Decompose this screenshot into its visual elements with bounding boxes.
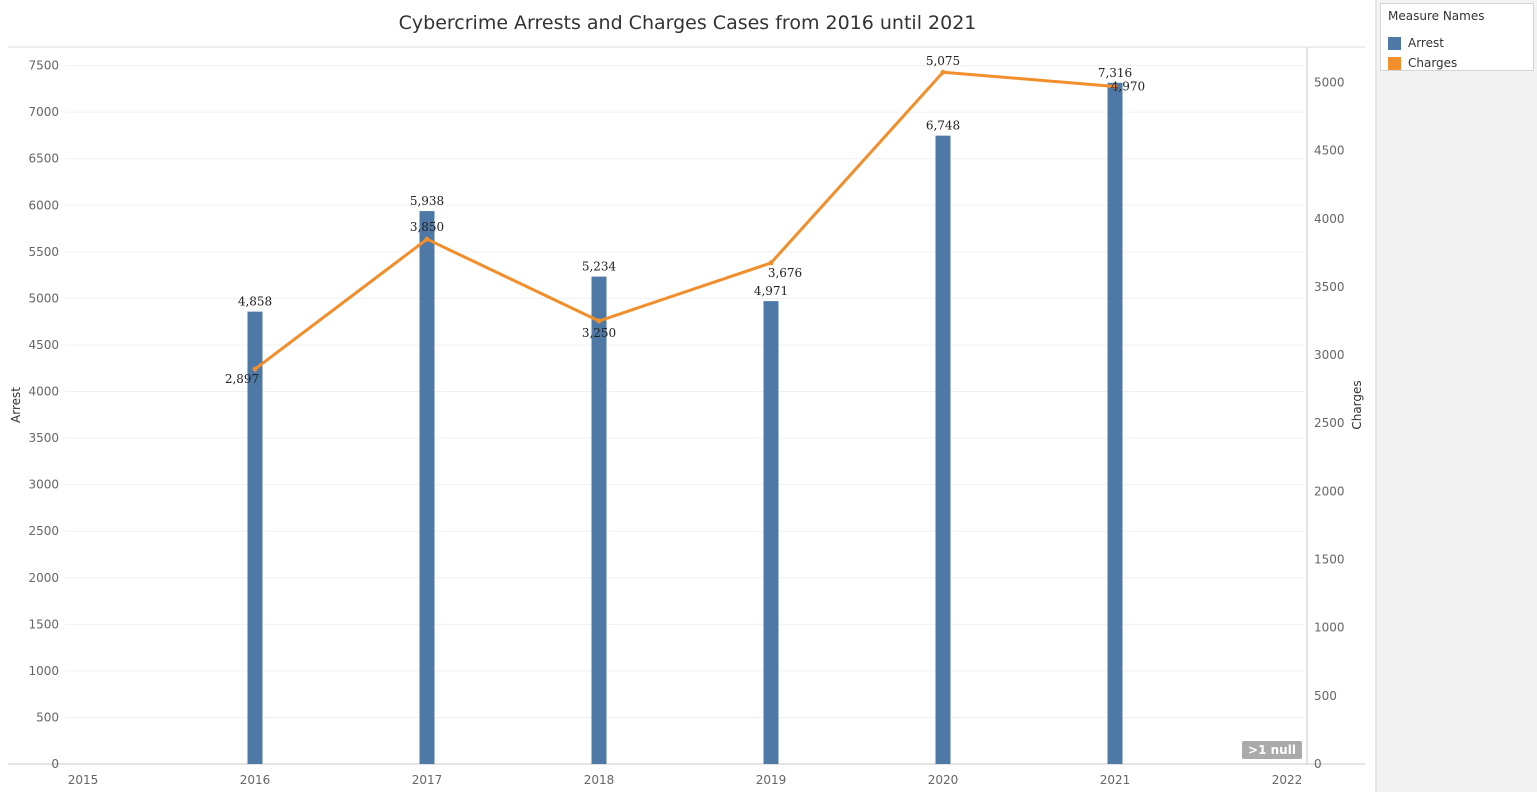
bar-arrest xyxy=(1107,82,1123,764)
data-label-charges: 3,850 xyxy=(410,220,444,234)
y-right-tick-label: 2500 xyxy=(1314,416,1345,430)
point-charges xyxy=(424,236,430,242)
data-label-charges: 4,970 xyxy=(1111,80,1145,94)
y-left-tick-label: 1000 xyxy=(28,664,59,678)
point-charges xyxy=(1112,84,1118,90)
data-label-charges: 3,676 xyxy=(768,266,802,280)
y-right-tick-label: 2000 xyxy=(1314,484,1345,498)
x-tick-label: 2017 xyxy=(412,773,443,787)
chart-title: Cybercrime Arrests and Charges Cases fro… xyxy=(398,12,977,34)
legend-swatch-charges xyxy=(1388,57,1401,70)
x-tick-label: 2022 xyxy=(1272,773,1303,787)
y-left-tick-label: 2500 xyxy=(28,524,59,538)
data-label-charges: 5,075 xyxy=(926,54,960,68)
bar-arrest xyxy=(419,211,435,764)
data-label-arrest: 5,938 xyxy=(410,194,444,208)
bar-arrest xyxy=(763,301,779,764)
y-left-tick-label: 1500 xyxy=(28,617,59,631)
bar-arrest xyxy=(247,311,263,764)
y-left-tick-label: 7000 xyxy=(28,105,59,119)
data-label-arrest: 4,971 xyxy=(754,284,788,298)
legend-sidebar: Measure Names Arrest Charges xyxy=(1377,0,1537,792)
y-right-tick-label: 4000 xyxy=(1314,212,1345,226)
y-right-tick-label: 500 xyxy=(1314,689,1337,703)
legend-card: Measure Names Arrest Charges xyxy=(1380,3,1534,71)
bar-arrest xyxy=(935,135,951,764)
y-right-tick-label: 4500 xyxy=(1314,144,1345,158)
x-tick-label: 2015 xyxy=(68,773,99,787)
x-tick-label: 2016 xyxy=(240,773,271,787)
data-label-arrest: 6,748 xyxy=(926,119,960,133)
data-label-charges: 2,897 xyxy=(225,372,259,386)
legend-title: Measure Names xyxy=(1388,9,1485,23)
y-right-tick-label: 1500 xyxy=(1314,553,1345,567)
legend-swatch-arrest xyxy=(1388,37,1401,50)
x-tick-label: 2020 xyxy=(928,773,959,787)
legend-label-charges: Charges xyxy=(1408,56,1458,70)
y-left-tick-label: 7500 xyxy=(28,59,59,73)
y-left-tick-label: 4500 xyxy=(28,338,59,352)
x-tick-label: 2019 xyxy=(756,773,787,787)
y-left-tick-label: 5500 xyxy=(28,245,59,259)
data-label-arrest: 7,316 xyxy=(1098,66,1132,80)
y-left-tick-label: 0 xyxy=(51,757,59,771)
data-label-arrest: 5,234 xyxy=(582,260,617,274)
point-charges xyxy=(940,69,946,75)
point-charges xyxy=(768,260,774,266)
chart-canvas: 0500100015002000250030003500400045005000… xyxy=(8,46,1365,787)
y-left-tick-label: 3500 xyxy=(28,431,59,445)
y-left-tick-label: 6000 xyxy=(28,198,59,212)
bar-arrest xyxy=(591,276,607,764)
y-right-tick-label: 5000 xyxy=(1314,75,1345,89)
y-left-tick-label: 6500 xyxy=(28,152,59,166)
y-left-tick-label: 3000 xyxy=(28,478,59,492)
y-left-tick-label: 500 xyxy=(36,710,59,724)
x-tick-label: 2021 xyxy=(1100,773,1131,787)
legend-label-arrest: Arrest xyxy=(1408,36,1444,50)
y-right-tick-label: 1000 xyxy=(1314,621,1345,635)
chart-panel: 0 500 1000 1500 2000 2500 3000 3500 4000 4500 5000… xyxy=(8,12,1365,787)
x-tick-label: 2018 xyxy=(584,773,615,787)
y-left-tick-label: 2000 xyxy=(28,571,59,585)
y-right-tick-label: 3500 xyxy=(1314,280,1345,294)
y-left-axis-title: Arrest xyxy=(9,387,23,423)
line-charges xyxy=(254,70,1116,371)
data-label-arrest: 4,858 xyxy=(238,295,272,309)
y-right-tick-label: 3000 xyxy=(1314,348,1345,362)
y-right-tick-label: 0 xyxy=(1314,757,1322,771)
point-charges xyxy=(252,366,258,372)
panel-divider xyxy=(1375,0,1377,792)
y-left-tick-label: 4000 xyxy=(28,385,59,399)
data-label-charges: 3,250 xyxy=(582,326,616,340)
null-indicator-badge[interactable]: >1 null xyxy=(1242,741,1302,759)
y-right-axis-title: Charges xyxy=(1350,380,1364,429)
point-charges xyxy=(596,318,602,324)
y-left-tick-label: 5000 xyxy=(28,291,59,305)
